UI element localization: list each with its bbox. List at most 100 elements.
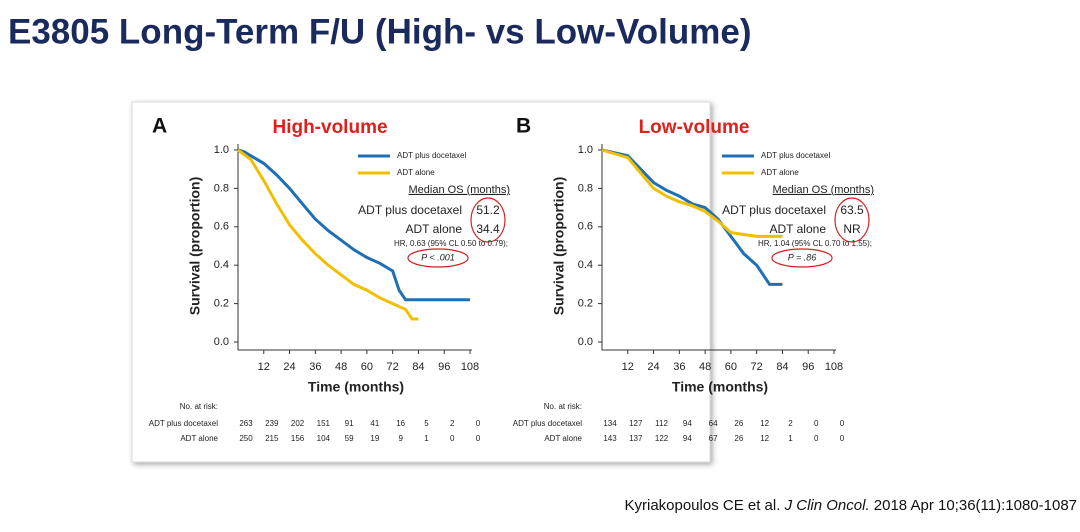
y-tick-label: 0.4 <box>578 259 593 271</box>
risk-count: 91 <box>345 419 354 428</box>
x-tick-label: 108 <box>825 361 843 373</box>
panel-letter: B <box>516 115 531 138</box>
x-tick-label: 12 <box>258 361 270 373</box>
p-value: P = .86 <box>788 252 816 262</box>
risk-count: 137 <box>629 434 643 443</box>
risk-count: 0 <box>450 434 455 443</box>
risk-count: 134 <box>603 419 617 428</box>
risk-count: 26 <box>734 419 743 428</box>
y-tick-label: 0.8 <box>578 182 593 194</box>
legend-label: ADT plus docetaxel <box>397 151 466 160</box>
median-name: ADT plus docetaxel <box>722 203 826 217</box>
y-tick-label: 0.6 <box>578 221 593 233</box>
x-tick-label: 60 <box>361 361 373 373</box>
risk-label: No. at risk: <box>544 402 582 411</box>
y-axis-label: Survival (proportion) <box>187 177 203 315</box>
risk-row-name: ADT plus docetaxel <box>513 419 582 428</box>
median-name: ADT alone <box>770 222 827 236</box>
y-axis-label: Survival (proportion) <box>551 177 567 315</box>
x-tick-label: 96 <box>802 361 814 373</box>
risk-count: 41 <box>370 419 379 428</box>
risk-count: 59 <box>345 434 354 443</box>
risk-count: 250 <box>239 434 253 443</box>
x-tick-label: 72 <box>387 361 399 373</box>
median-name: ADT plus docetaxel <box>358 203 462 217</box>
risk-count: 0 <box>476 419 481 428</box>
y-tick-label: 0.4 <box>214 259 229 271</box>
survival-curve <box>601 148 783 238</box>
hazard-ratio: HR, 1.04 (95% CL 0.70 to 1.55); <box>758 239 872 248</box>
risk-count: 16 <box>396 419 405 428</box>
y-tick-label: 0.0 <box>214 336 229 348</box>
risk-count: 263 <box>239 419 253 428</box>
risk-count: 112 <box>655 419 668 428</box>
risk-count: 143 <box>603 434 617 443</box>
citation: Kyriakopoulos CE et al. J Clin Oncol. 20… <box>624 497 1077 514</box>
x-tick-label: 24 <box>283 361 295 373</box>
citation-journal: J Clin Oncol. <box>784 497 870 514</box>
risk-count: 202 <box>291 419 305 428</box>
figure-panel <box>131 101 711 463</box>
x-tick-label: 36 <box>309 361 321 373</box>
y-tick-label: 1.0 <box>214 144 229 156</box>
risk-count: 1 <box>788 434 793 443</box>
median-header: Median OS (months) <box>409 184 510 196</box>
risk-count: 156 <box>291 434 305 443</box>
risk-row-name: ADT alone <box>180 434 218 443</box>
x-tick-label: 60 <box>725 361 737 373</box>
risk-count: 5 <box>424 419 429 428</box>
risk-count: 12 <box>760 419 769 428</box>
risk-count: 2 <box>450 419 455 428</box>
risk-count: 12 <box>760 434 769 443</box>
x-tick-label: 48 <box>335 361 347 373</box>
risk-count: 104 <box>317 434 331 443</box>
x-axis-label: Time (months) <box>308 379 404 395</box>
x-tick-label: 72 <box>751 361 763 373</box>
x-tick-label: 84 <box>776 361 788 373</box>
x-tick-label: 12 <box>622 361 634 373</box>
highlight-circle <box>771 248 833 268</box>
legend-label: ADT plus docetaxel <box>761 151 830 160</box>
median-header: Median OS (months) <box>773 184 874 196</box>
risk-count: 94 <box>683 419 692 428</box>
risk-count: 2 <box>788 419 793 428</box>
median-value: 34.4 <box>476 222 500 236</box>
y-tick-label: 0.8 <box>214 182 229 194</box>
survival-curve <box>601 148 783 286</box>
legend-label: ADT alone <box>761 168 799 177</box>
y-tick-label: 0.0 <box>578 336 593 348</box>
x-tick-label: 36 <box>673 361 685 373</box>
risk-label: No. at risk: <box>180 402 218 411</box>
y-tick-label: 0.2 <box>578 298 593 310</box>
risk-count: 215 <box>265 434 279 443</box>
y-tick-label: 0.2 <box>214 298 229 310</box>
risk-count: 239 <box>265 419 279 428</box>
risk-row-name: ADT alone <box>544 434 582 443</box>
x-axis-label: Time (months) <box>672 379 768 395</box>
y-tick-label: 1.0 <box>578 144 593 156</box>
highlight-circle <box>470 197 506 243</box>
highlight-circle <box>834 197 870 243</box>
risk-count: 67 <box>709 434 718 443</box>
risk-count: 26 <box>734 434 743 443</box>
risk-count: 9 <box>398 434 403 443</box>
risk-count: 19 <box>370 434 379 443</box>
hazard-ratio: HR, 0.63 (95% CL 0.50 to 0.79); <box>394 239 508 248</box>
highlight-circle <box>407 248 469 268</box>
risk-count: 0 <box>840 419 845 428</box>
risk-count: 64 <box>709 419 718 428</box>
x-tick-label: 24 <box>647 361 659 373</box>
citation-details: 2018 Apr 10;36(11):1080-1087 <box>874 497 1077 514</box>
p-value: P < .001 <box>421 252 454 262</box>
risk-count: 1 <box>424 434 429 443</box>
median-value: 51.2 <box>476 203 500 217</box>
median-value: 63.5 <box>840 203 864 217</box>
chart-title: Low-volume <box>639 117 750 138</box>
risk-count: 122 <box>655 434 669 443</box>
risk-count: 0 <box>476 434 481 443</box>
x-tick-label: 96 <box>438 361 450 373</box>
median-name: ADT alone <box>406 222 463 236</box>
